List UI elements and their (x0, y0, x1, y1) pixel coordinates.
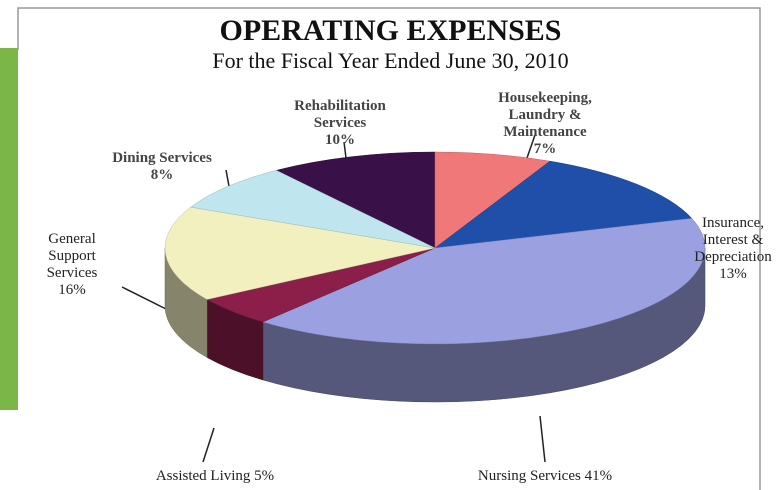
value-label: 41% (584, 468, 613, 484)
pie-slice (190, 170, 436, 249)
category-name: Housekeeping, Laundry & Maintenance (498, 90, 592, 140)
pie-slice (275, 151, 436, 249)
pie-tops (164, 151, 706, 345)
leader-line (121, 286, 173, 313)
slice-label: Dining Services 8% (87, 150, 237, 184)
side-bar (0, 48, 18, 410)
chart-title: OPERATING EXPENSES (219, 14, 562, 47)
slice-label: Nursing Services 41% (415, 468, 675, 485)
slice-label: Housekeeping, Laundry & Maintenance 7% (490, 90, 600, 158)
category-name: Dining Services (112, 150, 212, 166)
pie-slice (164, 206, 436, 300)
value-label: 10% (325, 132, 355, 148)
slice-label: Insurance, Interest & Depreciation 13% (686, 215, 781, 283)
pie-slice (434, 160, 693, 249)
slice-label: Assisted Living 5% (115, 468, 315, 485)
pie-sides (164, 247, 706, 403)
value-label: 5% (254, 468, 275, 484)
leader-line (202, 427, 215, 463)
value-label: 13% (719, 266, 747, 282)
chart-subtitle: For the Fiscal Year Ended June 30, 2010 (212, 48, 569, 73)
value-label: 7% (533, 141, 557, 157)
slice-label: General Support Services 16% (32, 231, 112, 299)
pie-slice (262, 218, 706, 345)
value-label: 8% (150, 167, 174, 183)
value-label: 16% (58, 282, 86, 298)
frame (17, 7, 761, 490)
pie-slice (434, 151, 551, 249)
category-name: Nursing Services (477, 468, 581, 484)
category-name: Rehabilitation Services (294, 98, 386, 131)
category-name: General Support Services (46, 231, 98, 281)
slice-label: Rehabilitation Services 10% (280, 98, 400, 149)
leader-line (539, 415, 546, 463)
category-name: Insurance, Interest & Depreciation (694, 215, 772, 265)
category-name: Assisted Living (155, 468, 251, 484)
